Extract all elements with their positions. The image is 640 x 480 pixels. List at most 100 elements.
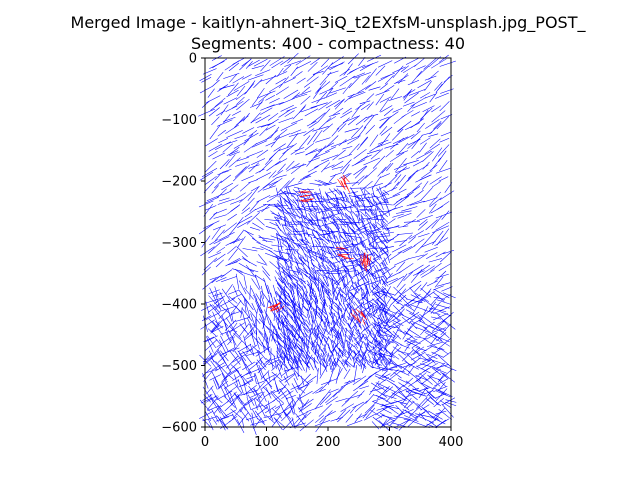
blue-stroke: [350, 242, 360, 251]
blue-stroke: [382, 408, 392, 414]
blue-stroke: [414, 164, 429, 174]
blue-stroke: [379, 173, 391, 179]
blue-stroke: [324, 243, 332, 253]
blue-stroke: [314, 327, 319, 336]
blue-stroke: [301, 336, 307, 346]
blue-stroke: [268, 170, 277, 179]
blue-stroke: [238, 344, 252, 352]
blue-stroke: [361, 351, 367, 358]
blue-stroke: [342, 228, 351, 238]
blue-stroke: [292, 417, 301, 427]
blue-stroke: [406, 293, 421, 305]
blue-stroke: [352, 211, 358, 218]
blue-stroke: [405, 380, 420, 392]
blue-stroke: [368, 86, 381, 91]
blue-stroke: [214, 172, 222, 181]
blue-stroke: [410, 118, 424, 129]
blue-stroke: [300, 106, 318, 113]
blue-stroke: [385, 149, 394, 158]
blue-stroke: [325, 391, 338, 404]
blue-stroke: [376, 329, 385, 338]
blue-stroke: [419, 218, 428, 226]
blue-stroke: [308, 355, 316, 363]
blue-stroke: [360, 187, 366, 198]
blue-stroke: [298, 373, 311, 388]
blue-stroke: [379, 126, 388, 135]
blue-stroke: [353, 193, 370, 197]
blue-stroke: [342, 341, 345, 349]
blue-stroke: [243, 397, 253, 406]
blue-stroke: [300, 256, 310, 263]
blue-stroke: [367, 281, 371, 291]
blue-stroke: [431, 105, 442, 113]
blue-stroke: [365, 229, 372, 237]
blue-stroke: [389, 368, 406, 373]
blue-stroke: [425, 353, 436, 364]
blue-stroke: [357, 272, 370, 283]
blue-stroke: [337, 358, 344, 365]
blue-stroke: [297, 316, 305, 326]
blue-stroke: [316, 250, 322, 260]
blue-stroke: [356, 245, 361, 253]
blue-stroke: [347, 296, 356, 306]
blue-stroke: [276, 217, 281, 226]
blue-stroke: [242, 379, 248, 397]
blue-stroke: [239, 191, 252, 204]
blue-stroke: [438, 150, 447, 162]
blue-stroke: [237, 220, 250, 228]
red-stroke: [367, 258, 369, 265]
blue-stroke: [355, 197, 359, 206]
blue-stroke: [332, 281, 341, 295]
blue-stroke: [251, 65, 264, 70]
blue-stroke: [307, 131, 318, 145]
blue-stroke: [357, 279, 360, 287]
blue-stroke: [244, 208, 257, 218]
blue-stroke: [351, 293, 357, 300]
blue-stroke: [252, 409, 259, 420]
blue-stroke: [429, 138, 441, 149]
blue-stroke: [281, 242, 288, 248]
blue-stroke: [376, 298, 382, 305]
blue-stroke: [292, 312, 297, 322]
blue-stroke: [347, 322, 352, 330]
blue-stroke: [287, 335, 292, 341]
blue-stroke: [249, 200, 260, 212]
blue-stroke: [292, 199, 297, 205]
blue-stroke: [310, 259, 315, 267]
blue-stroke: [293, 355, 299, 365]
blue-stroke: [308, 194, 313, 203]
blue-stroke: [233, 140, 249, 149]
blue-stroke: [243, 143, 258, 153]
blue-stroke: [382, 220, 388, 227]
blue-stroke: [296, 77, 306, 84]
blue-stroke: [414, 57, 426, 67]
blue-stroke: [278, 109, 291, 118]
blue-stroke: [315, 292, 319, 303]
blue-stroke: [334, 273, 348, 285]
blue-stroke: [416, 65, 430, 78]
blue-stroke: [372, 345, 377, 352]
blue-stroke: [358, 264, 368, 273]
blue-stroke: [347, 394, 362, 400]
blue-stroke: [279, 262, 291, 275]
blue-stroke: [347, 311, 353, 319]
blue-stroke: [408, 357, 421, 368]
blue-stroke: [324, 226, 331, 234]
blue-stroke: [287, 346, 293, 355]
blue-stroke: [442, 397, 456, 405]
red-stroke: [366, 254, 369, 263]
blue-stroke: [297, 244, 312, 251]
blue-stroke: [346, 198, 353, 206]
blue-stroke: [438, 263, 451, 272]
blue-stroke: [402, 89, 416, 98]
blue-stroke: [371, 223, 376, 231]
blue-stroke: [278, 145, 294, 151]
blue-stroke: [285, 186, 289, 196]
blue-stroke: [282, 303, 285, 311]
blue-stroke: [354, 237, 359, 245]
blue-stroke: [376, 194, 387, 199]
blue-stroke: [214, 229, 225, 241]
blue-stroke: [248, 59, 260, 67]
blue-stroke: [371, 307, 375, 318]
blue-stroke: [283, 197, 292, 207]
